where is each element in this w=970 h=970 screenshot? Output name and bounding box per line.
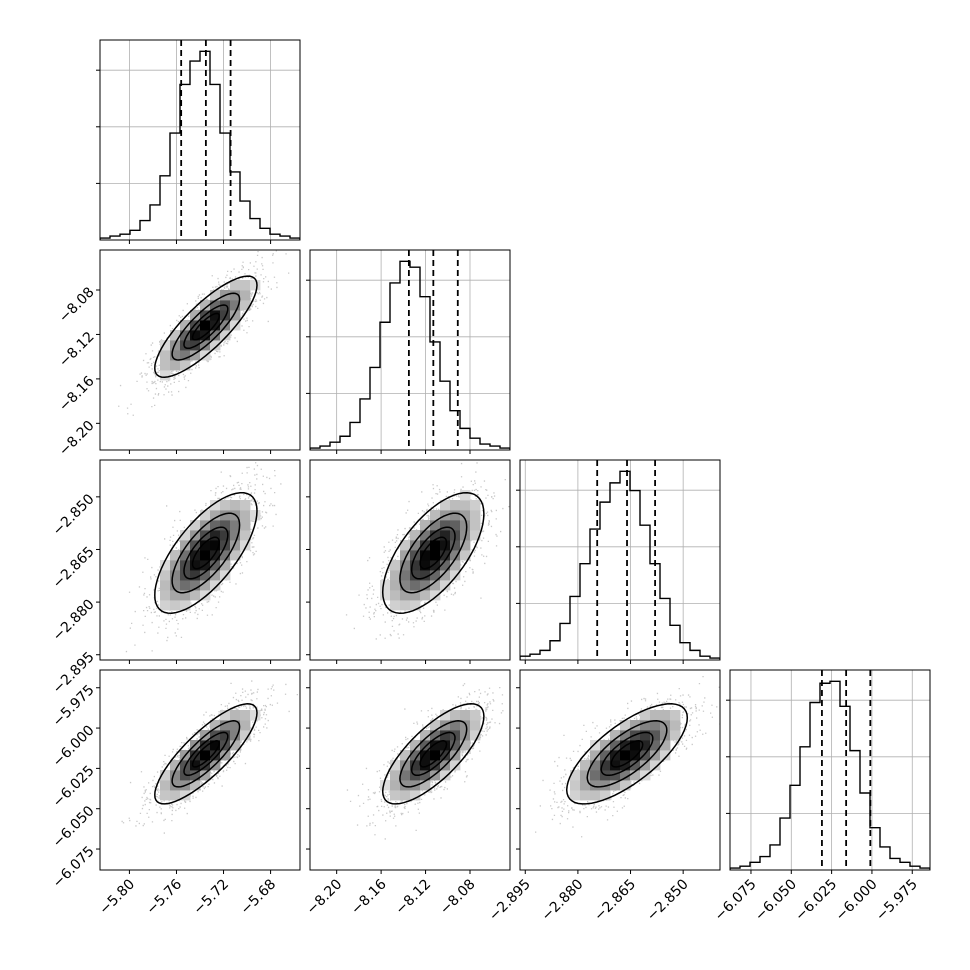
scatter-points (535, 676, 720, 838)
panel-frame (309, 249, 511, 451)
y-tick-label: −6.000 (50, 722, 98, 770)
y-tick-label: −6.050 (50, 803, 98, 851)
x-tick-label: −5.76 (143, 876, 185, 918)
scatter-panel-p0-p2 (96, 459, 301, 664)
x-tick-label: −2.865 (591, 876, 639, 924)
histogram-panel-p3 (726, 669, 931, 874)
panel-frame (729, 669, 931, 871)
x-tick-label: −5.80 (96, 876, 138, 918)
histogram-steps (730, 680, 930, 870)
x-tick-label: −5.72 (191, 876, 233, 918)
panel-frame (309, 459, 511, 661)
histogram-panel-p1 (306, 249, 511, 454)
x-tick-label: −5.68 (238, 876, 280, 918)
y-tick-label: −2.850 (50, 491, 98, 539)
x-tick-label: −8.20 (304, 876, 346, 918)
y-tick-label: −6.075 (50, 843, 98, 891)
x-tick-label: −6.050 (752, 876, 800, 924)
x-tick-label: −5.975 (873, 876, 921, 924)
scatter-panel-p0-p3 (96, 669, 301, 874)
histogram-panel-p0 (96, 39, 301, 244)
histogram-steps (520, 470, 720, 660)
histogram-steps (310, 260, 510, 450)
density-cells (160, 500, 261, 611)
contour-lines (154, 703, 258, 805)
scatter-panel-p1-p2 (306, 459, 511, 664)
contour-lines (565, 703, 689, 805)
contour-lines (154, 492, 258, 614)
panel-frame (99, 669, 301, 871)
contour-lines (154, 275, 258, 378)
y-tick-label: −8.16 (56, 373, 98, 415)
panel-frame (519, 459, 721, 661)
panel-frame (99, 459, 301, 661)
panel-frame (309, 669, 511, 871)
y-tick-label: −6.025 (50, 763, 98, 811)
x-tick-label: −2.880 (539, 876, 587, 924)
x-tick-label: −2.850 (644, 876, 692, 924)
y-tick-label: −2.865 (50, 544, 98, 592)
y-tick-label: −8.20 (56, 418, 98, 460)
x-tick-label: −2.895 (486, 876, 534, 924)
y-tick-label: −8.12 (56, 329, 98, 371)
histogram-steps (100, 50, 300, 240)
y-tick-label: −2.880 (50, 596, 98, 644)
scatter-panel-p2-p3 (516, 669, 721, 874)
panel-frame (99, 249, 301, 451)
panel-frame (99, 39, 301, 241)
x-tick-label: −8.16 (348, 876, 390, 918)
contour-lines (381, 491, 485, 614)
x-tick-label: −6.000 (833, 876, 881, 924)
contour-lines (381, 703, 485, 805)
y-tick-label: −8.08 (56, 284, 98, 326)
x-tick-label: −6.075 (712, 876, 760, 924)
x-tick-label: −8.12 (393, 876, 435, 918)
scatter-panel-p1-p3 (306, 669, 511, 874)
x-tick-label: −8.08 (437, 876, 479, 918)
histogram-panel-p2 (516, 459, 721, 664)
density-cells (380, 490, 481, 611)
x-tick-label: −6.025 (792, 876, 840, 924)
panel-frame (519, 669, 721, 871)
scatter-panel-p0-p1 (96, 249, 301, 454)
